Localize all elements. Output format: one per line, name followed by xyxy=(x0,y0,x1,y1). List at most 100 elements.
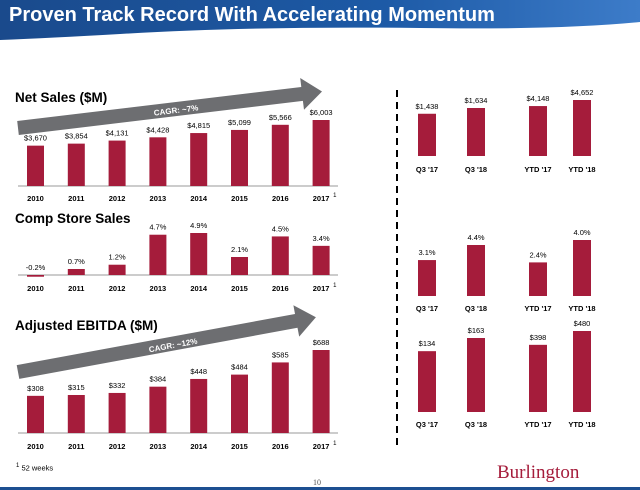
ebitda-category-label-7: 2017 xyxy=(313,442,330,451)
comp-sales-value-label-2: 1.2% xyxy=(109,253,126,262)
comp-sales-value-label-3: 4.7% xyxy=(149,223,166,232)
net-sales-cagr-arrow xyxy=(17,78,322,135)
ebitda-q-category-label-0: Q3 '17 xyxy=(416,420,438,429)
ebitda-q-bar-1 xyxy=(467,338,485,412)
footnote-text: 52 weeks xyxy=(21,463,54,473)
ebitda-bar-5 xyxy=(231,374,248,433)
ebitda-value-label-3: $384 xyxy=(150,375,167,384)
ebitda-value-label-4: $448 xyxy=(190,367,207,376)
net-sales-value-label-0: $3,670 xyxy=(24,134,47,143)
net-sales-footnote-mark: 1 xyxy=(333,193,337,199)
net-sales-category-label-3: 2013 xyxy=(150,194,167,203)
ebitda-value-label-2: $332 xyxy=(109,381,126,390)
comp-sales-value-label-6: 4.5% xyxy=(272,224,289,233)
comp-sales-bar-6 xyxy=(271,236,289,275)
comp-sales-ytd-value-label-1: 4.0% xyxy=(573,228,590,237)
ebitda-bar-2 xyxy=(108,392,126,433)
net-sales-category-label-6: 2016 xyxy=(272,194,289,203)
ebitda-cagr-arrow xyxy=(16,305,316,379)
ebitda-q-bar-0 xyxy=(418,351,436,412)
net-sales-bar-0 xyxy=(27,145,44,186)
ebitda-ytd-value-label-0: $398 xyxy=(530,333,547,342)
bottom-rule xyxy=(0,487,640,490)
net-sales-bar-6 xyxy=(271,124,289,186)
comp-sales-ytd-bar-0 xyxy=(529,262,547,296)
comp-sales-category-label-3: 2013 xyxy=(150,284,167,293)
net-sales-bar-5 xyxy=(231,129,248,186)
page-title: Proven Track Record With Accelerating Mo… xyxy=(9,4,495,26)
ebitda-category-label-5: 2015 xyxy=(231,442,248,451)
comp-sales-category-label-1: 2011 xyxy=(68,284,84,293)
ebitda-category-label-6: 2016 xyxy=(272,442,289,451)
net-sales-ytd-bar-0 xyxy=(529,106,547,156)
ebitda-category-label-4: 2014 xyxy=(190,442,208,451)
comp-sales-bar-4 xyxy=(190,233,208,275)
net-sales-value-label-5: $5,099 xyxy=(228,118,251,127)
ebitda-bar-4 xyxy=(190,378,208,433)
net-sales-q-category-label-0: Q3 '17 xyxy=(416,165,438,174)
ebitda-category-label-0: 2010 xyxy=(27,442,44,451)
comp-sales-q-category-label-1: Q3 '18 xyxy=(465,304,487,313)
comp-sales-bar-5 xyxy=(231,257,248,275)
net-sales-ytd-category-label-0: YTD '17 xyxy=(524,165,551,174)
net-sales-category-label-2: 2012 xyxy=(109,194,126,203)
net-sales-ytd-value-label-0: $4,148 xyxy=(527,94,550,103)
ebitda-value-label-5: $484 xyxy=(231,363,248,372)
comp-sales-category-label-5: 2015 xyxy=(231,284,248,293)
ebitda-value-label-6: $585 xyxy=(272,350,289,359)
net-sales-q-bar-0 xyxy=(418,113,436,156)
net-sales-ytd-value-label-1: $4,652 xyxy=(571,88,594,97)
net-sales-value-label-4: $4,815 xyxy=(187,121,210,130)
net-sales-category-label-0: 2010 xyxy=(27,194,44,203)
ebitda-title: Adjusted EBITDA ($M) xyxy=(15,318,158,333)
comp-sales-title: Comp Store Sales xyxy=(15,211,131,226)
net-sales-bar-2 xyxy=(108,140,126,186)
comp-sales-value-label-0: -0.2% xyxy=(26,263,46,272)
comp-sales-value-label-1: 0.7% xyxy=(68,257,85,266)
net-sales-q-category-label-1: Q3 '18 xyxy=(465,165,487,174)
ebitda-bar-3 xyxy=(149,386,167,433)
net-sales-q-value-label-1: $1,634 xyxy=(465,96,488,105)
ebitda-q-value-label-0: $134 xyxy=(419,339,436,348)
comp-sales-bar-3 xyxy=(149,234,167,275)
comp-sales-bar-7 xyxy=(312,245,330,275)
net-sales-value-label-7: $6,003 xyxy=(310,108,333,117)
ebitda-footnote-mark: 1 xyxy=(333,441,337,447)
comp-sales-value-label-4: 4.9% xyxy=(190,221,207,230)
comp-sales-value-label-5: 2.1% xyxy=(231,245,248,254)
net-sales-bar-3 xyxy=(149,137,167,186)
net-sales-q-bar-1 xyxy=(467,108,485,156)
comp-sales-q-bar-0 xyxy=(418,260,436,296)
net-sales-value-label-2: $4,131 xyxy=(106,129,129,138)
comp-sales-category-label-7: 2017 xyxy=(313,284,330,293)
ebitda-q-category-label-1: Q3 '18 xyxy=(465,420,487,429)
comp-sales-footnote-mark: 1 xyxy=(333,283,337,289)
net-sales-ytd-bar-1 xyxy=(573,100,591,156)
ebitda-value-label-7: $688 xyxy=(313,338,330,347)
ebitda-ytd-category-label-0: YTD '17 xyxy=(524,420,551,429)
ebitda-category-label-3: 2013 xyxy=(150,442,167,451)
net-sales-category-label-5: 2015 xyxy=(231,194,248,203)
ebitda-q-value-label-1: $163 xyxy=(468,326,485,335)
comp-sales-category-label-2: 2012 xyxy=(109,284,126,293)
page-number: 10 xyxy=(313,478,321,487)
comp-sales-ytd-value-label-0: 2.4% xyxy=(529,250,546,259)
comp-sales-ytd-bar-1 xyxy=(573,240,591,296)
net-sales-category-label-1: 2011 xyxy=(68,194,84,203)
ebitda-ytd-bar-1 xyxy=(573,331,591,412)
comp-sales-q-value-label-0: 3.1% xyxy=(418,248,435,257)
comp-sales-q-category-label-0: Q3 '17 xyxy=(416,304,438,313)
burlington-logo: Burlington xyxy=(497,462,580,483)
comp-sales-q-value-label-1: 4.4% xyxy=(467,233,484,242)
ebitda-category-label-1: 2011 xyxy=(68,442,84,451)
footnote-mark: 1 xyxy=(16,463,20,469)
comp-sales-value-label-7: 3.4% xyxy=(313,234,330,243)
ebitda-ytd-value-label-1: $480 xyxy=(574,319,591,328)
ebitda-ytd-bar-0 xyxy=(529,344,547,412)
comp-sales-ytd-category-label-0: YTD '17 xyxy=(524,304,551,313)
comp-sales-ytd-category-label-1: YTD '18 xyxy=(568,304,595,313)
comp-sales-bar-0 xyxy=(27,275,44,277)
net-sales-bar-4 xyxy=(190,133,208,186)
net-sales-title: Net Sales ($M) xyxy=(15,90,108,105)
